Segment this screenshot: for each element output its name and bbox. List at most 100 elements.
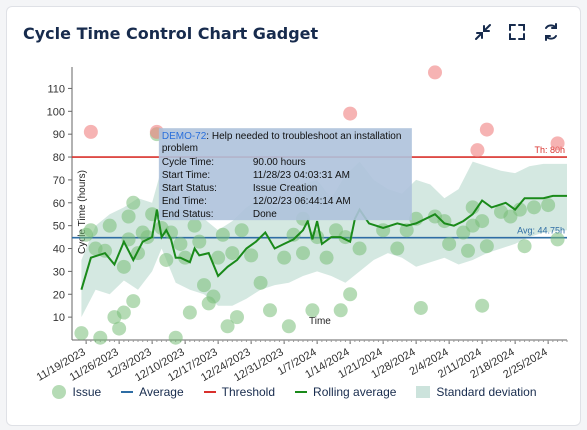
x-axis-label: Time [309,316,331,327]
y-tick-label: 110 [47,83,65,95]
stddev-swatch [416,386,431,398]
tooltip-issue-key[interactable]: DEMO-72 [162,131,207,142]
tooltip-summary: : Help needed to troubleshoot an install… [206,131,401,142]
issue-point [541,198,556,213]
y-tick-label: 10 [53,312,65,324]
rolling-average-line [80,194,567,290]
issue-point [263,303,277,318]
y-tick-label: 90 [53,129,65,141]
issue-point [437,214,452,229]
y-tick-label: 100 [47,106,65,118]
issue-point [74,326,89,341]
rolling-swatch [295,391,308,393]
gadget-title: Cycle Time Control Chart Gadget [23,24,319,43]
legend-average[interactable]: Average [121,385,184,399]
issue-point [215,227,230,242]
issue-tooltip: DEMO-72: Help needed to troubleshoot an … [158,128,412,221]
issue-point [83,223,98,238]
issue-point [230,310,244,325]
legend-threshold[interactable]: Threshold [203,385,276,399]
collapse-icon [475,24,491,40]
issue-point [479,239,494,254]
y-tick-label: 30 [53,266,65,278]
threshold-swatch [203,391,216,393]
issue-point [116,305,131,320]
outlier-point [428,65,442,80]
legend-issue[interactable]: Issue [52,385,101,399]
tooltip-row-label: Start Status: [162,183,217,194]
issue-point [192,234,207,249]
issue-point [475,214,490,229]
outlier-point [83,124,98,139]
issue-point [465,200,480,215]
outlier-point [470,143,485,158]
y-axis-label: Cycle Time (hours) [77,170,88,254]
issue-point [352,241,367,256]
issue-point [225,246,240,261]
legend-stddev-label: Standard deviation [436,385,537,399]
issue-point [277,250,292,265]
issue-point [102,218,117,233]
issue-point [281,319,296,334]
issue-point [413,300,428,315]
legend-rolling-average[interactable]: Rolling average [295,385,396,399]
issue-point [93,330,108,345]
legend-standard-deviation[interactable]: Standard deviation [416,385,537,399]
y-tick-label: 20 [53,289,65,301]
outlier-point [343,106,358,121]
y-tick-label: 70 [53,175,65,187]
issue-point [517,239,532,254]
issue-point [461,243,475,258]
issue-point [173,236,188,251]
issue-point [527,200,541,215]
chart-legend: Issue Average Threshold Rolling average … [7,385,582,399]
fullscreen-icon [509,24,525,40]
legend-issue-label: Issue [72,385,102,399]
issue-point [197,278,211,293]
tooltip-row-label: End Time: [162,196,207,207]
average-label: Avg: 44.75h [517,226,565,236]
threshold-label: Th: 80h [534,145,565,155]
tooltip-header: DEMO-72: Help needed to troubleshoot an … [162,131,402,142]
tooltip-row-label: Cycle Time: [162,157,214,168]
issue-point [234,223,249,238]
legend-threshold-label: Threshold [221,385,276,399]
issue-swatch [52,385,67,399]
issue-point [253,275,268,290]
issue-point [390,241,405,256]
tooltip-row-label: Start Time: [162,170,210,181]
collapse-button[interactable] [472,21,494,43]
legend-average-label: Average [139,385,184,399]
average-swatch [121,391,134,393]
tooltip-background [158,128,412,221]
issue-point [305,303,320,318]
issue-point [220,319,235,334]
issue-point [164,225,178,240]
tooltip-row-value: 90.00 hours [253,157,306,168]
y-tick-label: 40 [53,244,65,256]
y-tick-label: 60 [53,198,65,210]
control-chart: 10203040506070809010011011/19/202311/26/… [35,65,568,384]
gadget-panel: Cycle Time Control Chart Gadget 10 20 30 40… [6,6,581,426]
tooltip-summary-cont: problem [162,143,198,154]
issue-point [333,303,348,318]
legend-rolling-label: Rolling average [313,385,397,399]
issue-point [244,248,259,263]
issue-point [168,330,183,345]
issue-point [211,250,226,265]
issue-point [206,289,221,304]
issue-point [399,223,414,238]
issue-point [343,287,358,302]
tooltip-row-value: 12/02/23 06:44:14 AM [253,196,351,207]
fullscreen-button[interactable] [506,21,528,43]
issue-point [442,236,457,251]
issue-point [187,218,202,233]
gadget-toolbar [472,21,562,43]
issue-point [126,195,141,210]
issue-point [512,202,527,217]
issue-point [121,209,136,224]
refresh-icon [545,23,557,41]
refresh-button[interactable] [540,21,562,43]
tooltip-row-value: Done [253,209,277,220]
issue-point [112,321,127,336]
